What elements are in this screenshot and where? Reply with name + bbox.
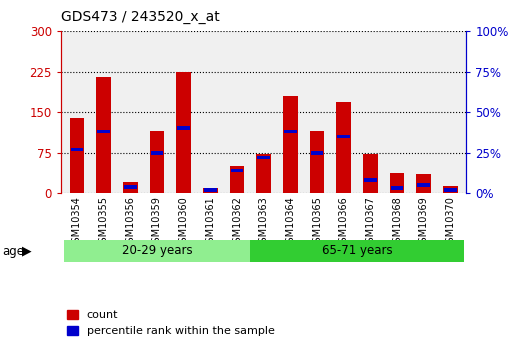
Bar [70, 148, 83, 151]
Bar [391, 186, 403, 190]
Legend: count, percentile rank within the sample: count, percentile rank within the sample [66, 309, 275, 336]
Bar [418, 183, 430, 187]
Bar [311, 151, 323, 155]
Bar [98, 130, 110, 134]
Bar [176, 71, 191, 193]
Bar [178, 127, 190, 130]
Bar [69, 118, 84, 193]
Bar [258, 156, 270, 159]
Bar [443, 186, 458, 193]
Bar [96, 77, 111, 193]
Bar [151, 151, 163, 155]
Bar [250, 240, 464, 262]
Bar [310, 131, 324, 193]
Bar [229, 166, 244, 193]
Text: 20-29 years: 20-29 years [122, 245, 192, 257]
Bar [231, 169, 243, 172]
Bar [284, 130, 297, 134]
Bar [338, 135, 350, 138]
Bar [337, 102, 351, 193]
Bar [204, 188, 217, 192]
Bar [257, 154, 271, 193]
Text: GDS473 / 243520_x_at: GDS473 / 243520_x_at [61, 10, 220, 24]
Bar [363, 154, 378, 193]
Text: age: age [3, 245, 25, 258]
Bar [149, 131, 164, 193]
Text: ▶: ▶ [22, 245, 32, 258]
Bar [364, 178, 377, 182]
Bar [417, 174, 431, 193]
Bar [124, 185, 137, 189]
Text: 65-71 years: 65-71 years [322, 245, 392, 257]
Bar [123, 183, 138, 193]
Bar [390, 172, 404, 193]
Bar [64, 240, 250, 262]
Bar [283, 96, 298, 193]
Bar [444, 188, 457, 192]
Bar [203, 188, 218, 193]
